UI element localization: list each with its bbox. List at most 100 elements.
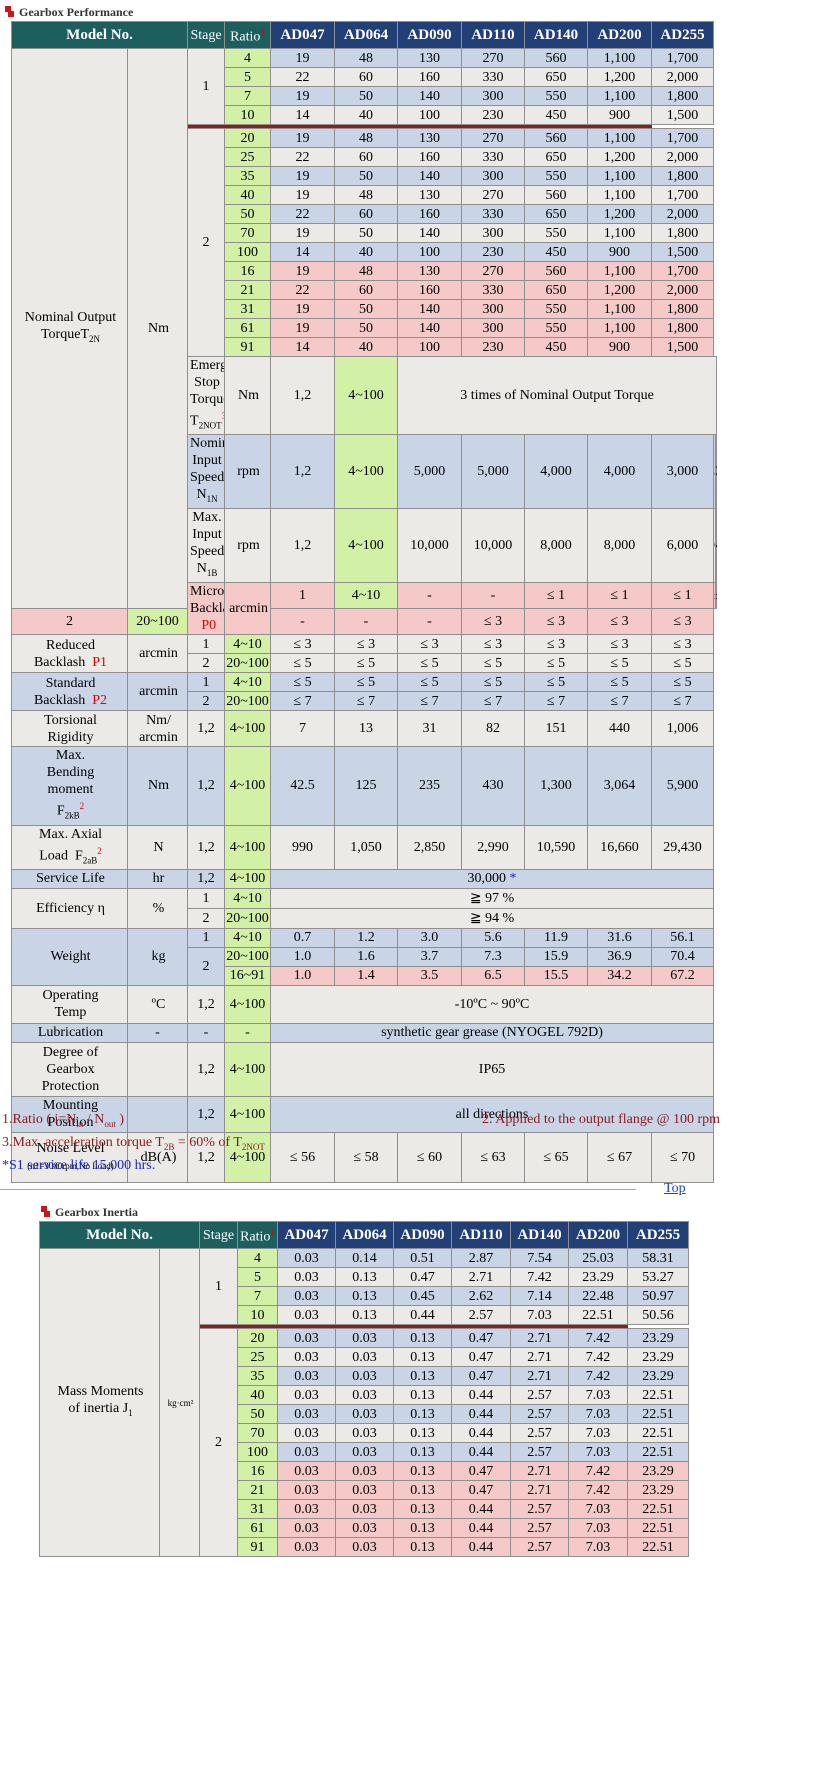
- inertia-section-title: Gearbox Inertia: [36, 1200, 138, 1224]
- value-cell: 50: [334, 86, 399, 106]
- value-cell: 22: [270, 280, 336, 300]
- ratio-header: Ratio1: [237, 1221, 279, 1249]
- value-cell: 0.47: [393, 1267, 453, 1287]
- value-cell: 0.03: [335, 1442, 395, 1462]
- value-cell: 2.57: [451, 1305, 512, 1325]
- value-cell: ≤ 7: [651, 691, 715, 712]
- value-cell: 60: [334, 280, 399, 300]
- value-cell: 3.5: [397, 965, 463, 986]
- ratio-cell: 4~10: [224, 927, 272, 948]
- ratio-cell: 61: [237, 1518, 279, 1538]
- ratio-cell: 91: [224, 337, 272, 357]
- value-cell: 550: [524, 223, 589, 243]
- value-cell: 19: [270, 86, 336, 106]
- value-cell: 0.7: [270, 927, 336, 948]
- ratio-cell: 25: [224, 147, 272, 167]
- ratio-cell: 35: [224, 166, 272, 186]
- ratio-cell: 4~100: [224, 1041, 272, 1097]
- value-cell: synthetic gear grease (NYOGEL 792D): [270, 1022, 715, 1043]
- value-cell: ≤ 58: [334, 1131, 399, 1183]
- table-row: 21 22 60 160 330 650 1,200 2,000: [12, 280, 717, 300]
- top-link[interactable]: Top: [664, 1181, 686, 1196]
- table-row: Mass Moments of inertia J1 kg·cm² 1 4 0.03 0.1…: [39, 1248, 690, 1557]
- value-cell: 1,700: [651, 185, 715, 205]
- table-row: Reduced Backlash P1 arcmin 1 4~10 ≤ 3 ≤ 3 ≤ 3 ≤ …: [11, 634, 717, 674]
- value-cell: ≤ 5: [397, 672, 463, 693]
- backlash-label: Standard Backlash P2: [11, 672, 128, 712]
- value-cell: 900: [587, 337, 653, 357]
- value-cell: ≤ 5: [587, 653, 653, 674]
- value-cell: -10ºC ~ 90ºC: [270, 984, 715, 1024]
- value-cell: 0.47: [451, 1347, 512, 1367]
- value-cell: 23.29: [627, 1328, 690, 1348]
- value-cell: 0.13: [393, 1518, 453, 1538]
- rigidity-label: Torsional Rigidity: [11, 710, 128, 748]
- value-cell: ≤ 3: [651, 634, 715, 655]
- table-row: 70 19 50 140 300 550 1,100 1,800: [12, 223, 717, 243]
- value-cell: 0.47: [451, 1480, 512, 1500]
- value-cell: 1,100: [587, 48, 653, 68]
- table-row: Lubrication - - - synthetic gear grease (NYO…: [11, 1022, 717, 1043]
- value-cell: 2.87: [451, 1248, 512, 1268]
- value-cell: 4,000: [714, 508, 717, 584]
- ratio-cell: 4~10: [334, 582, 399, 610]
- value-cell: 50.97: [627, 1286, 690, 1306]
- ratio-cell: 4~100: [224, 984, 272, 1024]
- stage-cell: 1,2: [187, 1131, 226, 1183]
- value-cell: 0.44: [451, 1404, 512, 1424]
- value-cell: -: [397, 608, 463, 636]
- value-cell: 31.6: [587, 927, 653, 948]
- value-cell: 2.57: [510, 1423, 570, 1443]
- value-cell: 2.57: [510, 1499, 570, 1519]
- ratio-cell: 100: [224, 242, 272, 262]
- inertia-label: Mass Moments of inertia J1: [39, 1248, 160, 1557]
- value-cell: ≤ 3: [334, 634, 399, 655]
- value-cell: ≤ 5: [461, 672, 526, 693]
- value-cell: 1.4: [334, 965, 399, 986]
- table-row: 100 14 40 100 230 450 900 1,500: [12, 242, 717, 262]
- value-cell: 2.57: [510, 1518, 570, 1538]
- ratio-cell: 4~10: [224, 634, 272, 655]
- value-cell: 0.44: [393, 1305, 453, 1325]
- ratio-cell: 21: [224, 280, 272, 300]
- value-cell: 34.2: [587, 965, 653, 986]
- value-cell: 560: [524, 128, 589, 148]
- value-cell: 22.51: [627, 1518, 690, 1538]
- unit-cell: %: [126, 887, 189, 929]
- ratio-cell: 4~100: [334, 508, 399, 584]
- value-cell: 10,000: [461, 508, 526, 584]
- value-cell: 270: [461, 185, 526, 205]
- table-row: Max. Input Speed N1B rpm 1,2 4~100 10,000 10,0…: [12, 508, 717, 584]
- value-cell: 7.03: [568, 1537, 629, 1557]
- model-header-ad064: AD064: [335, 1221, 395, 1249]
- ratio-cell: 70: [237, 1423, 279, 1443]
- stage-cell: 1,2: [270, 508, 336, 584]
- divider: [0, 1189, 636, 1190]
- value-cell: ≤ 5: [524, 672, 589, 693]
- value-cell: ≤ 1: [524, 582, 589, 610]
- table-row: 16~91 1.0 1.4 3.5 6.5 15.5 34.2 67.2: [12, 965, 717, 986]
- value-cell: 0.44: [451, 1442, 512, 1462]
- value-cell: 5.6: [461, 927, 526, 948]
- value-cell: 22: [270, 67, 336, 87]
- ratio-cell: 40: [237, 1385, 279, 1405]
- value-cell: ≤ 56: [270, 1131, 336, 1183]
- value-cell: 19: [270, 128, 336, 148]
- stage-cell: 1: [187, 634, 226, 655]
- value-cell: 1,800: [651, 223, 715, 243]
- value-cell: 550: [524, 166, 589, 186]
- value-cell: 151: [524, 710, 589, 748]
- value-cell: 1,100: [587, 223, 653, 243]
- value-cell: 0.03: [335, 1328, 395, 1348]
- value-cell: 5,000: [397, 434, 463, 510]
- value-cell: 19: [270, 261, 336, 281]
- footnote-flange: 2. Applied to the output flange @ 100 rp…: [482, 1112, 721, 1127]
- stage-cell: 2: [187, 653, 226, 674]
- table-row: 100 0.03 0.03 0.13 0.44 2.57 7.03 22.51: [40, 1442, 690, 1462]
- value-cell: 330: [461, 67, 526, 87]
- value-cell: 0.13: [335, 1267, 395, 1287]
- stage-cell: 2: [187, 128, 226, 357]
- value-cell: 15.5: [524, 965, 589, 986]
